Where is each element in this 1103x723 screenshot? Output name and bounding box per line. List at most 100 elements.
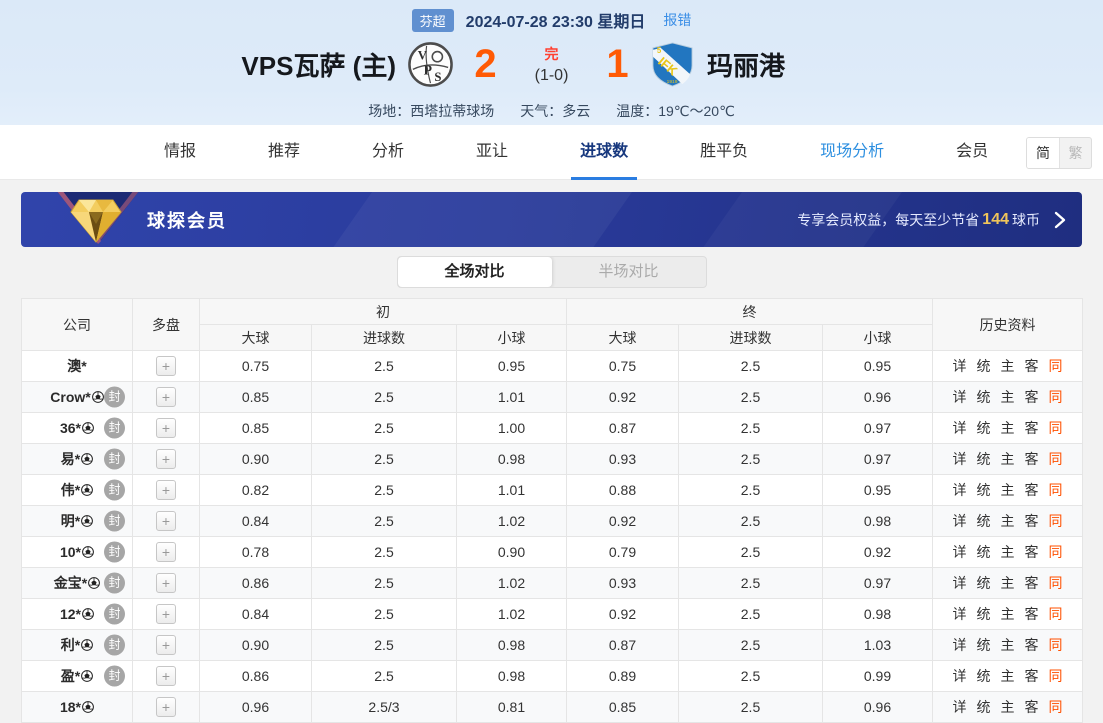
expand-multi-button[interactable]: + [156, 666, 176, 686]
history-link-detail[interactable]: 详 [952, 513, 967, 529]
history-link-stats[interactable]: 统 [976, 606, 991, 622]
expand-multi-button[interactable]: + [156, 635, 176, 655]
history-link-away[interactable]: 客 [1024, 668, 1039, 684]
history-link-detail[interactable]: 详 [952, 544, 967, 560]
bookmaker-name[interactable]: 盈* [60, 668, 81, 684]
report-error-link[interactable]: 报错 [663, 12, 692, 28]
history-link-home[interactable]: 主 [1000, 606, 1015, 622]
expand-multi-button[interactable]: + [156, 604, 176, 624]
history-link-detail[interactable]: 详 [952, 420, 967, 436]
history-link-home[interactable]: 主 [1000, 451, 1015, 467]
history-link-same[interactable]: 同 [1048, 513, 1063, 529]
history-link-stats[interactable]: 统 [976, 482, 991, 498]
history-link-stats[interactable]: 统 [976, 451, 991, 467]
history-link-home[interactable]: 主 [1000, 699, 1015, 715]
expand-multi-button[interactable]: + [156, 573, 176, 593]
history-link-home[interactable]: 主 [1000, 544, 1015, 560]
tab-xianchangfenxi[interactable]: 现场分析 [820, 142, 885, 160]
chevron-right-icon[interactable] [1054, 211, 1066, 229]
history-link-same[interactable]: 同 [1048, 699, 1063, 715]
history-link-away[interactable]: 客 [1024, 544, 1039, 560]
history-link-stats[interactable]: 统 [976, 575, 991, 591]
tab-shengpingfu[interactable]: 胜平负 [700, 142, 749, 160]
bookmaker-name[interactable]: 10* [59, 544, 82, 560]
lang-traditional-button[interactable]: 繁 [1059, 138, 1091, 168]
history-link-detail[interactable]: 详 [952, 668, 967, 684]
league-badge[interactable]: 芬超 [411, 8, 454, 32]
bookmaker-name[interactable]: 伟* [60, 482, 81, 498]
history-link-detail[interactable]: 详 [952, 389, 967, 405]
home-team-name[interactable]: VPS瓦萨 (主) [241, 50, 396, 81]
history-link-detail[interactable]: 详 [952, 451, 967, 467]
history-link-home[interactable]: 主 [1000, 513, 1015, 529]
tab-tuijian[interactable]: 推荐 [268, 142, 301, 160]
history-link-stats[interactable]: 统 [976, 389, 991, 405]
history-link-away[interactable]: 客 [1024, 420, 1039, 436]
history-link-home[interactable]: 主 [1000, 389, 1015, 405]
expand-multi-button[interactable]: + [156, 449, 176, 469]
history-link-same[interactable]: 同 [1048, 544, 1063, 560]
history-link-same[interactable]: 同 [1048, 482, 1063, 498]
history-link-detail[interactable]: 详 [952, 699, 967, 715]
expand-multi-button[interactable]: + [156, 480, 176, 500]
history-link-stats[interactable]: 统 [976, 699, 991, 715]
bookmaker-name[interactable]: 金宝* [53, 575, 88, 591]
history-link-home[interactable]: 主 [1000, 637, 1015, 653]
history-link-home[interactable]: 主 [1000, 482, 1015, 498]
bookmaker-name[interactable]: 36* [59, 420, 82, 436]
history-link-same[interactable]: 同 [1048, 637, 1063, 653]
history-link-away[interactable]: 客 [1024, 699, 1039, 715]
history-link-stats[interactable]: 统 [976, 420, 991, 436]
history-link-stats[interactable]: 统 [976, 513, 991, 529]
expand-multi-button[interactable]: + [156, 697, 176, 717]
history-link-home[interactable]: 主 [1000, 575, 1015, 591]
history-link-away[interactable]: 客 [1024, 575, 1039, 591]
history-link-detail[interactable]: 详 [952, 358, 967, 374]
tab-fenxi[interactable]: 分析 [372, 142, 405, 160]
expand-multi-button[interactable]: + [156, 511, 176, 531]
lang-simplified-button[interactable]: 简 [1027, 138, 1059, 168]
history-link-home[interactable]: 主 [1000, 358, 1015, 374]
vip-member-banner[interactable]: 球探会员 专享会员权益，每天至少节省 144 球币 [21, 192, 1082, 247]
bookmaker-name[interactable]: 18* [59, 699, 82, 715]
away-team-name[interactable]: 玛丽港 [707, 50, 786, 81]
expand-multi-button[interactable]: + [156, 542, 176, 562]
history-link-detail[interactable]: 详 [952, 637, 967, 653]
history-link-detail[interactable]: 详 [952, 575, 967, 591]
history-link-same[interactable]: 同 [1048, 451, 1063, 467]
history-link-away[interactable]: 客 [1024, 389, 1039, 405]
history-link-same[interactable]: 同 [1048, 389, 1063, 405]
tab-qingbao[interactable]: 情报 [164, 142, 197, 160]
history-link-away[interactable]: 客 [1024, 482, 1039, 498]
bookmaker-name[interactable]: 澳* [67, 358, 87, 374]
expand-multi-button[interactable]: + [156, 418, 176, 438]
history-link-home[interactable]: 主 [1000, 668, 1015, 684]
history-link-away[interactable]: 客 [1024, 451, 1039, 467]
history-link-away[interactable]: 客 [1024, 637, 1039, 653]
history-link-same[interactable]: 同 [1048, 420, 1063, 436]
tab-huiyuan[interactable]: 会员 [956, 142, 989, 160]
bookmaker-name[interactable]: 12* [59, 606, 82, 622]
history-link-away[interactable]: 客 [1024, 513, 1039, 529]
history-link-away[interactable]: 客 [1024, 606, 1039, 622]
history-link-detail[interactable]: 详 [952, 482, 967, 498]
bookmaker-name[interactable]: 明* [60, 513, 81, 529]
history-link-same[interactable]: 同 [1048, 358, 1063, 374]
tab-yarang[interactable]: 亚让 [476, 142, 509, 160]
history-link-away[interactable]: 客 [1024, 358, 1039, 374]
history-link-same[interactable]: 同 [1048, 668, 1063, 684]
history-link-detail[interactable]: 详 [952, 606, 967, 622]
history-link-same[interactable]: 同 [1048, 575, 1063, 591]
history-link-same[interactable]: 同 [1048, 606, 1063, 622]
bookmaker-name[interactable]: 利* [60, 637, 81, 653]
tab-jinqiushu-active[interactable]: 进球数 [571, 125, 638, 180]
half-match-toggle[interactable]: 半场对比 [598, 263, 659, 280]
expand-multi-button[interactable]: + [156, 387, 176, 407]
bookmaker-name[interactable]: 易* [60, 451, 81, 467]
full-match-toggle[interactable]: 全场对比 [397, 257, 552, 287]
history-link-stats[interactable]: 统 [976, 668, 991, 684]
history-link-stats[interactable]: 统 [976, 637, 991, 653]
expand-multi-button[interactable]: + [156, 356, 176, 376]
history-link-home[interactable]: 主 [1000, 420, 1015, 436]
history-link-stats[interactable]: 统 [976, 544, 991, 560]
